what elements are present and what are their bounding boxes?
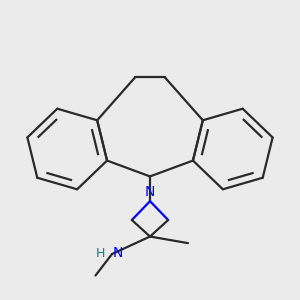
Text: N: N	[145, 184, 155, 199]
Text: N: N	[113, 246, 123, 260]
Text: H: H	[96, 247, 105, 260]
